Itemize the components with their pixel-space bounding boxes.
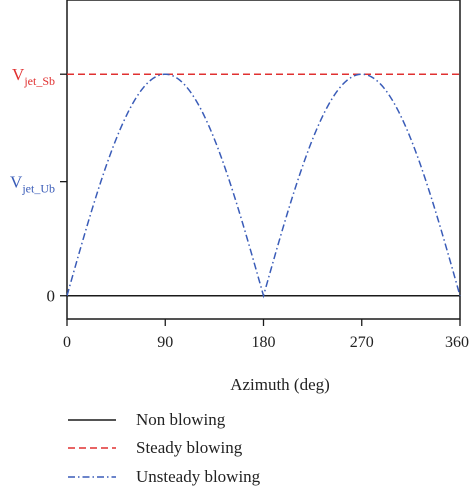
legend-label: Non blowing xyxy=(136,410,226,429)
y-ticks: Vjet_Sb Vjet_Ub 0 xyxy=(10,65,67,306)
legend-label: Unsteady blowing xyxy=(136,467,261,486)
series-line-unsteady-blowing xyxy=(66,73,461,299)
y-tick-label: Vjet_Sb xyxy=(12,65,55,88)
x-tick-label: 360 xyxy=(445,334,469,351)
y-tick-label: 0 xyxy=(47,287,56,306)
plot-frame xyxy=(66,0,461,320)
series-layer xyxy=(66,73,461,299)
x-ticks: 0 90 180 270 360 xyxy=(63,319,469,351)
x-tick-label: 270 xyxy=(350,334,374,351)
x-axis-title: Azimuth (deg) xyxy=(230,375,330,394)
legend: Non blowing Steady blowing Unsteady blowin… xyxy=(68,410,261,486)
legend-label: Steady blowing xyxy=(136,438,243,457)
x-tick-label: 0 xyxy=(63,334,71,351)
x-tick-label: 180 xyxy=(252,334,276,351)
y-tick-label: Vjet_Ub xyxy=(10,173,55,196)
x-tick-label: 90 xyxy=(157,334,173,351)
